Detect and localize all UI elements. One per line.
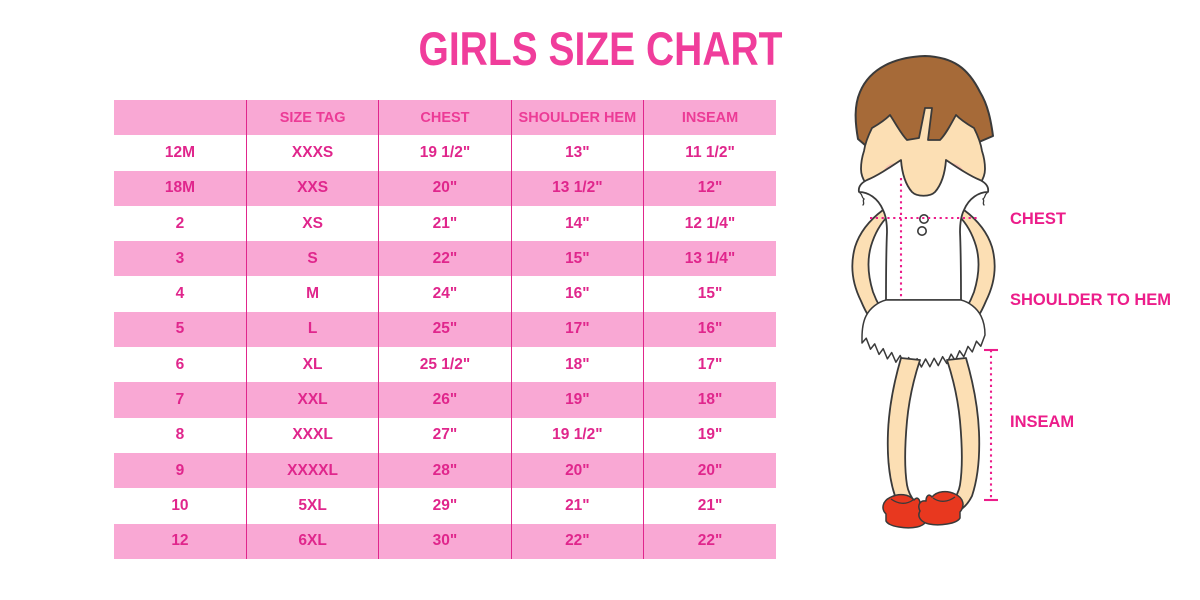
- svg-text:SHOULDER TO HEM: SHOULDER TO HEM: [1010, 291, 1171, 309]
- svg-text:CHEST: CHEST: [1010, 210, 1066, 228]
- svg-text:INSEAM: INSEAM: [1010, 413, 1074, 431]
